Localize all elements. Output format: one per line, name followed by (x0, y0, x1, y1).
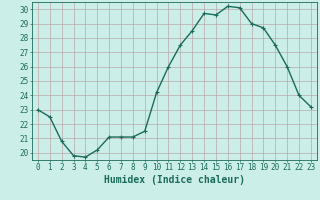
X-axis label: Humidex (Indice chaleur): Humidex (Indice chaleur) (104, 175, 245, 185)
